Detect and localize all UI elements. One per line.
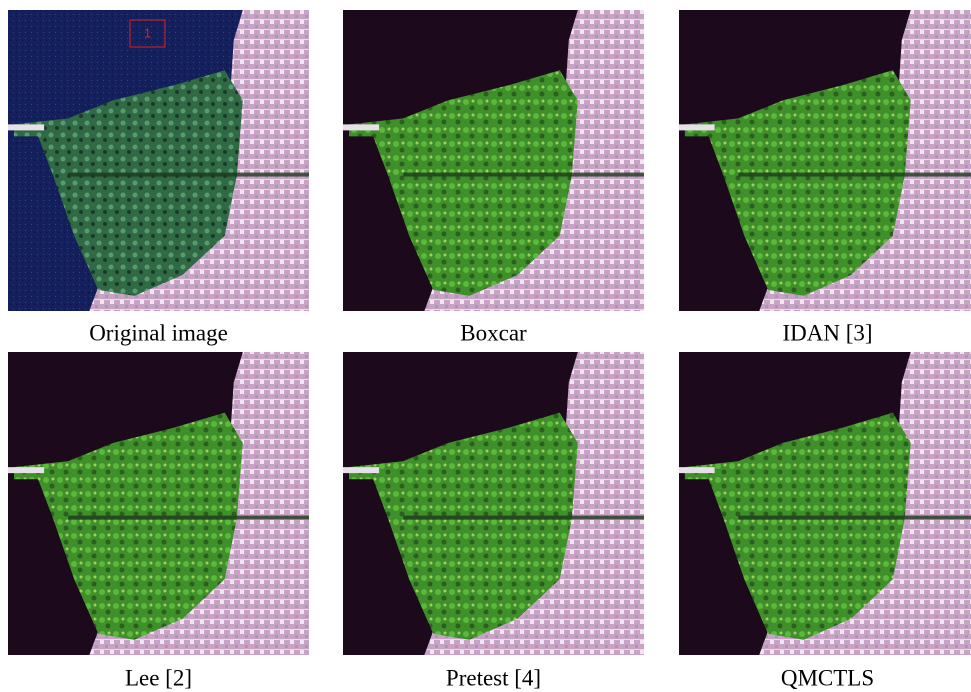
- pier: [8, 467, 44, 473]
- caption: Lee [2]: [125, 665, 192, 690]
- image-panel: [343, 352, 644, 655]
- image-panel: [679, 352, 971, 655]
- image-panel: [343, 10, 644, 311]
- caption: QMCTLS: [781, 665, 874, 690]
- image-panel: [8, 352, 309, 655]
- road: [738, 173, 971, 177]
- image-panel: [8, 10, 309, 311]
- road: [68, 516, 309, 520]
- image-panel: [679, 10, 971, 311]
- pier: [343, 467, 379, 473]
- pier: [679, 467, 715, 473]
- road: [68, 173, 309, 177]
- road: [403, 173, 644, 177]
- road: [403, 516, 644, 520]
- region-label: 1: [144, 25, 151, 40]
- caption: Original image: [89, 320, 228, 345]
- caption: Pretest [4]: [446, 665, 541, 690]
- caption: IDAN [3]: [782, 320, 872, 345]
- figure: Original image Boxcar IDAN [3] Lee [2] Prete…: [0, 0, 971, 692]
- pier: [343, 124, 379, 130]
- pier: [8, 124, 44, 130]
- pier: [679, 124, 715, 130]
- road: [738, 516, 971, 520]
- caption: Boxcar: [460, 320, 527, 345]
